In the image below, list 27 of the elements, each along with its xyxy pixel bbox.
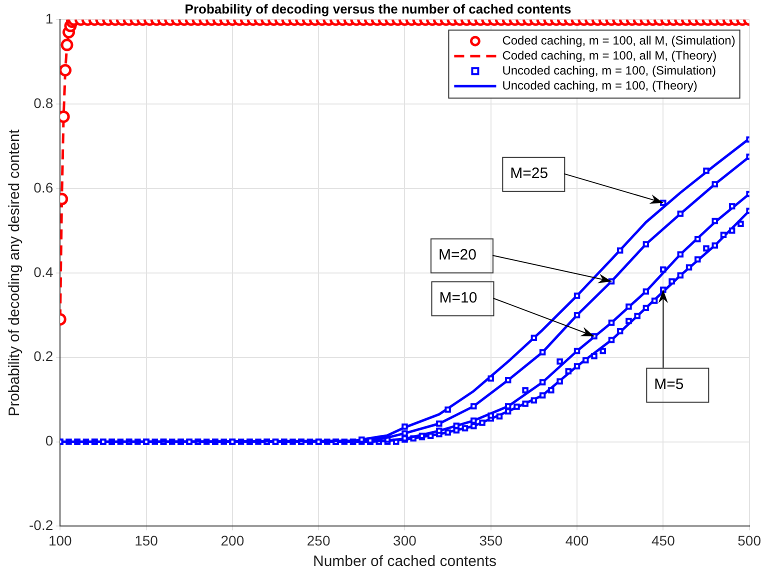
y-tick-label: 1 <box>45 10 54 26</box>
annotation: M=20 <box>438 246 476 264</box>
y-tick-label: -0.2 <box>29 517 54 534</box>
legend-label: Coded caching, m = 100, all M, (Simulation) <box>502 33 736 48</box>
x-tick-label: 100 <box>48 532 72 548</box>
annotation: M=10 <box>439 289 478 306</box>
x-tick-label: 500 <box>738 532 762 548</box>
legend-label: Uncoded caching, m = 100, (Theory) <box>502 78 698 92</box>
y-tick-label: 0 <box>45 432 54 449</box>
annotation: M=25 <box>510 164 548 182</box>
x-tick-label: 300 <box>393 532 417 548</box>
x-tick-label: 400 <box>565 532 589 548</box>
y-tick-label: 0.4 <box>34 264 54 280</box>
y-axis-title: Probability of decoding any desired content <box>6 128 24 416</box>
y-tick-label: 0.2 <box>34 348 54 364</box>
x-tick-label: 200 <box>220 532 244 548</box>
x-tick-label: 450 <box>651 532 676 548</box>
chart-title: Probability of decoding versus the number of cached contents <box>184 1 572 16</box>
legend-label: Coded caching, m = 100, all M, (Theory) <box>502 48 717 62</box>
x-tick-label: 350 <box>479 532 503 548</box>
x-tick-label: 150 <box>134 532 158 548</box>
legend-label: Uncoded caching, m = 100, (Simulation) <box>502 63 716 78</box>
x-axis-title: Number of cached contents <box>313 553 496 570</box>
y-tick-label: 0.6 <box>34 179 54 196</box>
annotation: M=5 <box>654 376 684 393</box>
y-tick-label: 0.8 <box>34 94 54 111</box>
x-tick-label: 250 <box>306 532 330 548</box>
